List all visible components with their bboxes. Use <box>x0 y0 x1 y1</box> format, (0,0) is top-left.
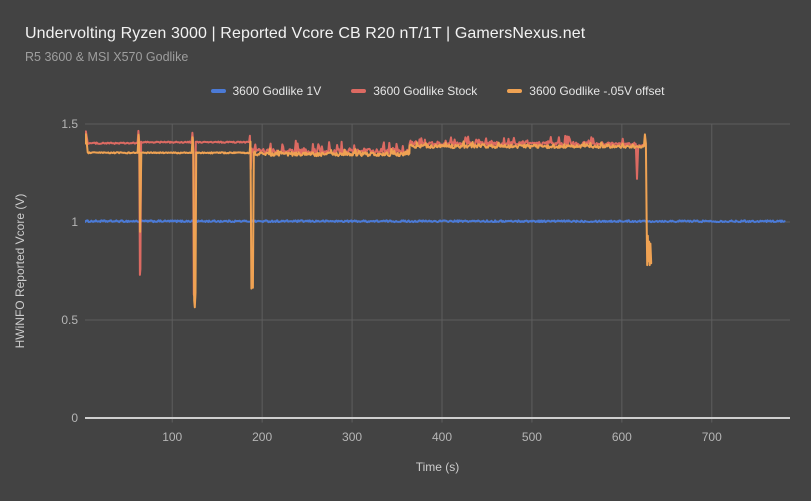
y-tick-label: 0 <box>71 411 78 425</box>
legend-swatch <box>507 89 523 93</box>
legend-label: 3600 Godlike 1V <box>232 84 322 98</box>
y-axis-title: HWiNFO Reported Vcore (V) <box>13 193 27 349</box>
x-tick-label: 100 <box>162 430 183 444</box>
legend-item: 3600 Godlike Stock <box>351 84 477 98</box>
series-line-1 <box>85 219 786 224</box>
x-tick-label: 300 <box>342 430 363 444</box>
legend-swatch <box>210 89 226 93</box>
series-line-3 <box>85 133 653 309</box>
chart-subtitle: R5 3600 & MSI X570 Godlike <box>25 50 189 64</box>
y-tick-label: 0.5 <box>61 313 78 327</box>
y-tick-label: 1.5 <box>61 117 78 131</box>
x-tick-label: 200 <box>252 430 273 444</box>
legend-item: 3600 Godlike -.05V offset <box>507 84 665 98</box>
x-axis-title: Time (s) <box>415 460 460 474</box>
x-tick-label: 600 <box>611 430 632 444</box>
legend-label: 3600 Godlike Stock <box>373 84 478 98</box>
chart-legend: 3600 Godlike 1V 3600 Godlike Stock 3600 Go… <box>85 83 790 99</box>
x-tick-label: 400 <box>431 430 452 444</box>
x-tick-label: 700 <box>701 430 722 444</box>
legend-label: 3600 Godlike -.05V offset <box>529 84 665 98</box>
legend-item: 3600 Godlike 1V <box>210 84 322 98</box>
x-tick-label: 500 <box>521 430 542 444</box>
legend-swatch <box>351 89 367 93</box>
y-tick-label: 1 <box>71 215 78 229</box>
series-line-2 <box>85 129 646 300</box>
chart-title: Undervolting Ryzen 3000 | Reported Vcore… <box>25 25 586 42</box>
